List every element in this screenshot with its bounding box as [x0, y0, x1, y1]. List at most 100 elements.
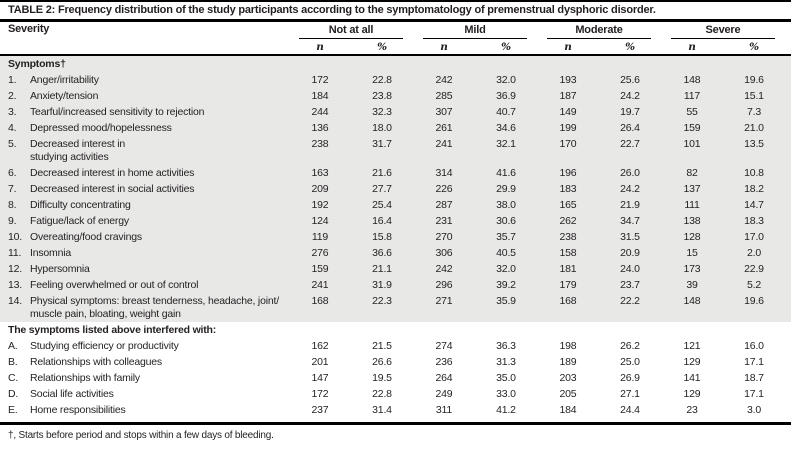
cell-value: 274 [435, 339, 453, 352]
row-label: Anger/irritability [30, 73, 99, 86]
cell-value: 10.8 [744, 166, 764, 179]
cell-value: 15.1 [744, 89, 764, 102]
group-header-severe: Severe [671, 24, 775, 39]
cell-value: 271 [435, 294, 453, 307]
row-label: Social life activities [30, 387, 114, 400]
cell-value: 21.1 [372, 262, 392, 275]
header-rule [0, 54, 791, 56]
cell-value: 119 [311, 230, 329, 243]
row-label-cell: 9. Fatigue/lack of energy [8, 215, 289, 228]
table-section-0: Symptoms† 1. Anger/irritability 172 22.8 242 3… [0, 56, 791, 322]
section-heading-row: Symptoms† [8, 56, 785, 72]
cell-value: 18.0 [372, 121, 392, 134]
cell-value: 238 [311, 137, 329, 150]
cell-value: 35.0 [496, 371, 516, 384]
row-label: Decreased interest in studying activitie… [30, 137, 126, 163]
cell-value: 21.0 [744, 121, 764, 134]
row-label-cell: D. Social life activities [8, 388, 289, 401]
row-label: Physical symptoms: breast tenderness, he… [30, 294, 279, 320]
row-index: 6. [8, 166, 17, 179]
row-index: B. [8, 355, 18, 368]
row-label-cell: E. Home responsibilities [8, 404, 289, 417]
row-label: Depressed mood/hopelessness [30, 121, 172, 134]
row-index: 3. [8, 105, 17, 118]
cell-value: 25.0 [620, 355, 640, 368]
column-headers: Severity Not at all Mild Moderate Severe… [0, 22, 791, 54]
row-label: Anxiety/tension [30, 89, 99, 102]
cell-value: 158 [559, 246, 577, 259]
table-row: A. Studying efficiency or productivity 162… [8, 338, 785, 354]
row-label: Relationships with family [30, 371, 140, 384]
row-label-cell: 8. Difficulty concentrating [8, 199, 289, 212]
table-footnote: †, Starts before period and stops within… [8, 430, 274, 441]
cell-value: 36.9 [496, 89, 516, 102]
cell-value: 201 [311, 355, 329, 368]
cell-value: 27.7 [372, 182, 392, 195]
cell-value: 117 [683, 89, 701, 102]
cell-value: 18.7 [744, 371, 764, 384]
row-label: Hypersomnia [30, 262, 90, 275]
severity-header: Severity [8, 23, 50, 35]
cell-value: 15 [686, 246, 698, 259]
section-heading: The symptoms listed above interfered wit… [8, 323, 217, 336]
cell-value: 276 [311, 246, 329, 259]
cell-value: 24.2 [620, 89, 640, 102]
cell-value: 241 [311, 278, 329, 291]
cell-value: 13.5 [744, 137, 764, 150]
cell-value: 231 [435, 214, 453, 227]
cell-value: 147 [311, 371, 329, 384]
cell-value: 128 [683, 230, 701, 243]
cell-value: 22.2 [620, 294, 640, 307]
row-index: 10. [8, 230, 22, 243]
cell-value: 238 [559, 230, 577, 243]
cell-value: 181 [559, 262, 577, 275]
cell-value: 18.3 [744, 214, 764, 227]
cell-value: 24.4 [620, 403, 640, 416]
row-label: Overeating/food cravings [30, 230, 142, 243]
cell-value: 21.6 [372, 166, 392, 179]
table-row: 10. Overeating/food cravings 119 15.8 270 35.… [8, 229, 785, 245]
row-index: 12. [8, 262, 22, 275]
cell-value: 19.6 [744, 73, 764, 86]
cell-value: 41.6 [496, 166, 516, 179]
row-index: 4. [8, 121, 17, 134]
cell-value: 241 [435, 137, 453, 150]
cell-value: 26.0 [620, 166, 640, 179]
row-index: 9. [8, 214, 17, 227]
cell-value: 237 [311, 403, 329, 416]
cell-value: 196 [559, 166, 577, 179]
cell-value: 17.0 [744, 230, 764, 243]
cell-value: 296 [435, 278, 453, 291]
table-body: Symptoms† 1. Anger/irritability 172 22.8 242 3… [0, 56, 791, 422]
table-row: 14. Physical symptoms: breast tenderness,… [8, 293, 785, 322]
cell-value: 129 [683, 355, 701, 368]
cell-value: 29.9 [496, 182, 516, 195]
cell-value: 183 [559, 182, 577, 195]
subheader-n: n [440, 40, 448, 53]
cell-value: 34.6 [496, 121, 516, 134]
row-index: 2. [8, 89, 17, 102]
cell-value: 270 [435, 230, 453, 243]
cell-value: 14.7 [744, 198, 764, 211]
cell-value: 165 [559, 198, 577, 211]
table-row: D. Social life activities 172 22.8 249 33.0 20… [8, 386, 785, 402]
row-label: Feeling overwhelmed or out of control [30, 278, 199, 291]
cell-value: 159 [311, 262, 329, 275]
row-index: C. [8, 371, 19, 384]
cell-value: 242 [435, 262, 453, 275]
group-header-moderate: Moderate [547, 24, 651, 39]
row-index: D. [8, 387, 19, 400]
section-heading: Symptoms† [8, 57, 66, 70]
cell-value: 242 [435, 73, 453, 86]
cell-value: 129 [683, 387, 701, 400]
table-row: 1. Anger/irritability 172 22.8 242 32.0 193 25.… [8, 72, 785, 88]
cell-value: 172 [311, 387, 329, 400]
row-label: Fatigue/lack of energy [30, 214, 129, 227]
row-index: 7. [8, 182, 17, 195]
cell-value: 32.1 [496, 137, 516, 150]
table-row: 8. Difficulty concentrating 192 25.4 287 38.0… [8, 197, 785, 213]
cell-value: 26.9 [620, 371, 640, 384]
cell-value: 27.1 [620, 387, 640, 400]
cell-value: 34.7 [620, 214, 640, 227]
